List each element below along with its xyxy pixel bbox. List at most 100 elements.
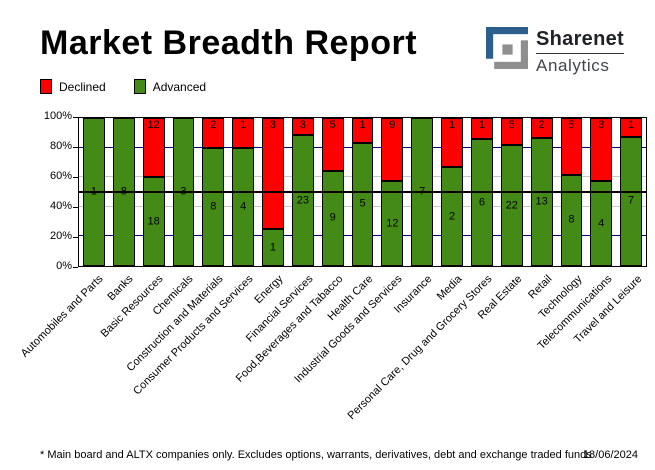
sharenet-logo: Sharenet Analytics — [486, 27, 624, 76]
stacked-bar: 3 23 — [291, 118, 314, 266]
advanced-legend-label: Advanced — [152, 79, 207, 94]
footer-date: 18/06/2024 — [582, 449, 638, 461]
bar-segment-advanced — [381, 181, 404, 266]
logo-text: Sharenet Analytics — [536, 28, 624, 76]
bar-segment-declined — [262, 118, 284, 229]
advanced-count-label: 13 — [535, 195, 548, 208]
bar-segment-advanced — [202, 147, 225, 266]
bar-segment-declined — [470, 118, 493, 140]
advanced-legend-swatch — [133, 79, 146, 94]
bar-segment-advanced — [530, 137, 553, 266]
advanced-count-label: 6 — [478, 196, 485, 209]
declined-count-label: 1 — [478, 119, 485, 131]
bar-segment-declined — [530, 118, 553, 138]
bar-column: 3 23 — [288, 118, 318, 266]
advanced-count-label: 7 — [628, 194, 635, 207]
declined-legend-swatch — [40, 79, 52, 94]
bar-column: 5 22 — [497, 118, 527, 266]
bar-segment-advanced — [590, 181, 613, 266]
declined-count-label: 1 — [240, 119, 247, 131]
declined-count-label: 2 — [210, 119, 217, 131]
bar-segment-advanced — [620, 136, 643, 266]
advanced-count-label: 4 — [240, 200, 247, 213]
declined-count-label: 3 — [299, 119, 306, 131]
bar-segment-declined — [291, 118, 314, 136]
fifty-percent-line — [79, 191, 646, 193]
advanced-count-label: 18 — [147, 215, 160, 228]
bar-segment-declined — [142, 118, 165, 178]
bar-segment-declined — [620, 118, 643, 137]
advanced-count-label: 4 — [598, 217, 605, 230]
bar-segment-advanced — [470, 139, 493, 266]
chart-legend: Declined Advanced — [40, 79, 234, 94]
stacked-bar: 5 22 — [500, 118, 523, 266]
stacked-bar: 9 12 — [381, 118, 404, 266]
declined-count-label: 5 — [568, 119, 575, 131]
bar-columns: 1812183281431323591591271216522213583417 — [79, 118, 646, 266]
bar-segment-declined — [321, 118, 344, 171]
bar-segment-declined — [590, 118, 613, 182]
declined-count-label: 5 — [329, 119, 336, 131]
advanced-count-label: 12 — [386, 217, 399, 230]
chart-plot-area: 1812183281431323591591271216522213583417 — [78, 117, 647, 267]
y-axis-tick-label: 100% — [43, 110, 72, 122]
bar-segment-declined — [351, 118, 374, 143]
sharenet-logo-icon — [486, 27, 528, 69]
y-axis-tick-mark — [73, 117, 78, 118]
y-axis-tick-mark — [73, 267, 78, 268]
y-axis-tick-label: 80% — [49, 140, 72, 152]
stacked-bar: 2 13 — [530, 118, 553, 266]
declined-count-label: 5 — [508, 119, 515, 131]
bar-segment-advanced — [142, 177, 165, 266]
bar-column: 2 13 — [527, 118, 557, 266]
declined-count-label: 12 — [147, 119, 160, 131]
advanced-count-label: 8 — [568, 213, 575, 226]
declined-count-label: 1 — [628, 119, 635, 131]
bar-segment-declined — [441, 118, 463, 168]
declined-count-label: 2 — [538, 119, 545, 131]
advanced-count-label: 23 — [296, 194, 309, 207]
declined-count-label: 3 — [269, 119, 277, 131]
stacked-bar: 12 18 — [142, 118, 165, 266]
declined-legend-label: Declined — [59, 79, 106, 94]
y-axis-tick-label: 20% — [49, 230, 72, 242]
logo-sub-name: Analytics — [536, 56, 610, 75]
bar-column: 12 18 — [139, 118, 169, 266]
declined-count-label: 1 — [448, 119, 456, 131]
logo-divider — [536, 53, 624, 54]
y-axis-tick-mark — [73, 207, 78, 208]
y-axis-tick-label: 60% — [49, 170, 72, 182]
bar-segment-declined — [500, 118, 523, 146]
y-axis-tick-mark — [73, 147, 78, 148]
bar-segment-advanced — [321, 170, 344, 266]
advanced-count-label: 8 — [210, 200, 217, 213]
bar-segment-advanced — [500, 145, 523, 266]
bar-segment-advanced — [232, 147, 255, 266]
declined-count-label: 3 — [598, 119, 605, 131]
y-axis-tick-mark — [73, 237, 78, 238]
bar-segment-advanced — [560, 174, 583, 266]
y-axis-tick-mark — [73, 177, 78, 178]
advanced-count-label: 2 — [448, 210, 456, 223]
bar-segment-declined — [381, 118, 404, 182]
bar-segment-declined — [232, 118, 255, 148]
logo-brand-name: Sharenet — [536, 28, 624, 50]
